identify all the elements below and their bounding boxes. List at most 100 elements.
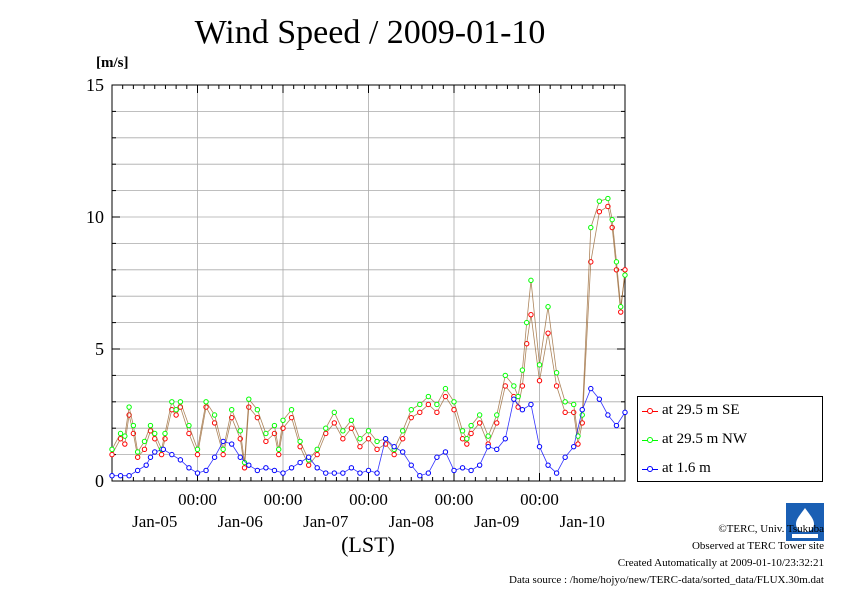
data-point <box>523 319 530 326</box>
data-point <box>177 399 184 405</box>
data-point <box>391 451 397 458</box>
legend-swatch-se <box>642 406 658 416</box>
legend-item-low: at 1.6 m <box>642 459 711 477</box>
footer-copyright: ©TERC, Univ. Tsukuba <box>718 523 824 535</box>
data-point <box>160 446 167 453</box>
footer-created: Created Automatically at 2009-01-10/23:3… <box>617 557 824 569</box>
data-point <box>186 430 192 437</box>
data-point <box>400 449 406 455</box>
data-point <box>571 443 577 450</box>
series-1 <box>109 195 628 466</box>
data-point <box>331 470 337 476</box>
data-point <box>143 462 149 468</box>
data-point <box>605 412 611 418</box>
data-point <box>476 462 483 468</box>
data-point <box>434 409 440 416</box>
data-point <box>622 409 628 416</box>
data-point <box>519 383 526 389</box>
data-point <box>126 473 132 479</box>
data-point <box>117 436 124 442</box>
data-point <box>494 412 500 418</box>
data-point <box>147 454 154 460</box>
data-point <box>605 195 611 202</box>
series-2 <box>109 385 628 479</box>
data-point <box>237 454 243 460</box>
terc-logo-icon <box>786 503 824 541</box>
data-point <box>340 470 346 476</box>
data-point <box>109 451 115 458</box>
y-axis-label: [m/s] <box>96 55 129 71</box>
x-tick-label-day: Jan-09 <box>474 512 519 531</box>
y-tick-label: 5 <box>95 339 104 359</box>
data-point <box>442 385 449 392</box>
data-point <box>169 451 175 458</box>
data-point <box>340 436 346 442</box>
data-point <box>297 459 303 466</box>
data-point <box>588 385 594 392</box>
data-point <box>545 304 551 310</box>
data-point <box>365 428 372 434</box>
data-point <box>141 446 148 453</box>
data-point <box>365 436 372 442</box>
data-point <box>528 311 534 318</box>
data-point <box>434 401 440 408</box>
data-point <box>434 454 440 460</box>
y-tick-label: 10 <box>86 207 104 227</box>
data-point <box>323 470 329 476</box>
data-point <box>622 272 628 278</box>
x-tick-label-day: Jan-10 <box>560 512 605 531</box>
data-point <box>152 449 158 455</box>
data-point <box>271 422 278 429</box>
data-point <box>553 383 560 389</box>
data-point <box>536 443 543 450</box>
data-point <box>246 462 252 468</box>
x-tick-label-time: 00:00 <box>264 490 303 509</box>
x-tick-label-day: Jan-06 <box>218 512 263 531</box>
data-point <box>348 417 355 423</box>
footer-observed: Observed at TERC Tower site <box>691 540 824 552</box>
data-point <box>280 470 286 476</box>
data-point <box>263 465 269 471</box>
data-point <box>425 401 432 408</box>
data-point <box>515 393 521 400</box>
data-point <box>220 438 226 445</box>
data-point <box>545 330 551 336</box>
data-point <box>511 383 517 389</box>
data-point <box>130 422 137 429</box>
data-point <box>173 412 179 418</box>
data-point <box>442 449 449 455</box>
data-point <box>323 425 329 431</box>
data-point <box>122 441 128 447</box>
data-point <box>331 409 337 416</box>
data-point <box>609 216 615 223</box>
data-point <box>579 407 585 413</box>
data-point <box>254 414 261 421</box>
data-point <box>246 396 252 402</box>
data-point <box>241 465 248 471</box>
legend-label-low: at 1.6 m <box>662 460 711 476</box>
data-point <box>613 267 620 273</box>
data-point <box>305 462 312 468</box>
data-point <box>194 446 201 453</box>
legend-swatch-low <box>642 464 658 474</box>
data-point <box>158 451 165 458</box>
data-point <box>173 407 179 413</box>
data-point <box>588 259 594 265</box>
data-point <box>536 377 543 384</box>
data-point <box>468 467 474 474</box>
x-tick-label-day: Jan-07 <box>303 512 349 531</box>
data-point <box>365 467 372 474</box>
data-point <box>442 393 449 400</box>
data-point <box>263 438 269 445</box>
data-point <box>536 362 543 368</box>
series-0 <box>109 203 628 471</box>
data-point <box>297 438 303 445</box>
x-tick-label-day: Jan-05 <box>132 512 177 531</box>
data-point <box>169 399 175 405</box>
data-point <box>562 409 568 416</box>
data-point <box>451 399 457 405</box>
data-point <box>194 470 201 476</box>
data-point <box>511 396 517 402</box>
legend: at 29.5 m SE at 29.5 m NW at 1.6 m <box>637 396 823 482</box>
data-point <box>519 367 526 373</box>
